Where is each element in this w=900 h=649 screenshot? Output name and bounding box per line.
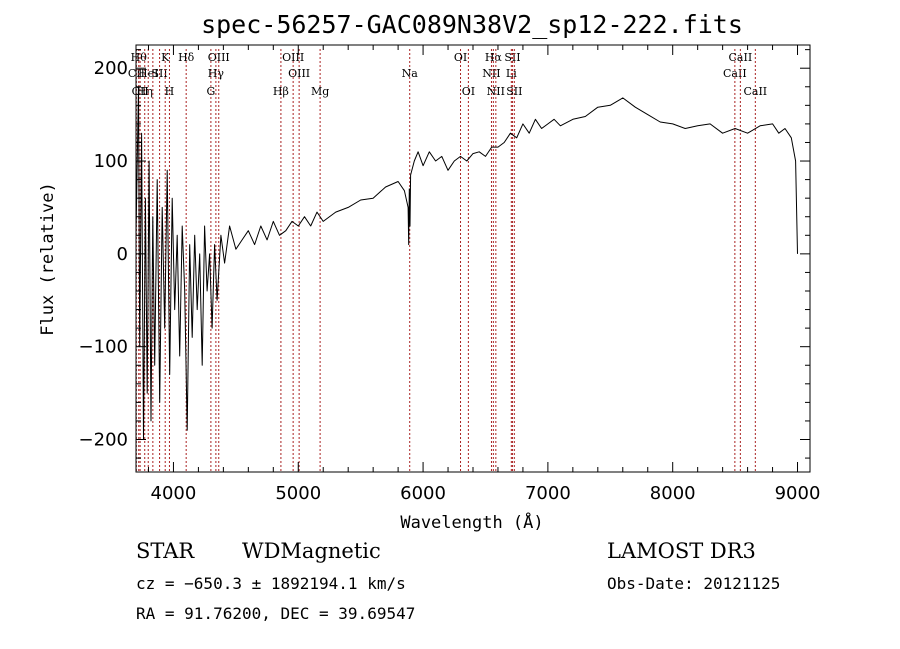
object-subclass: WDMagnetic — [242, 539, 381, 563]
x-tick-label: 5000 — [275, 483, 321, 504]
spectral-line-label: Hβ — [273, 85, 289, 98]
spectral-line-label: SII — [504, 51, 520, 64]
redshift-readout: cz = −650.3 ± 1892194.1 km/s — [136, 574, 406, 593]
flux-series — [135, 86, 798, 440]
x-tick-label: 8000 — [650, 483, 696, 504]
spectral-line-label: K — [161, 51, 170, 64]
spectral-line-label: OI — [462, 85, 475, 98]
spectral-line-label: CaII — [743, 85, 767, 98]
x-tick-label: 6000 — [400, 483, 446, 504]
spectral-line-label: OIII — [288, 67, 310, 80]
y-tick-label: −200 — [79, 430, 128, 451]
survey-name: LAMOST DR3 — [607, 539, 756, 563]
spectral-line-label: NII — [482, 67, 500, 80]
spectral-line-label: Hη — [137, 85, 153, 98]
y-tick-label: 200 — [94, 58, 128, 79]
coordinates-readout: RA = 91.76200, DEC = 39.69547 — [136, 604, 415, 623]
spectral-line-label: CaII — [729, 51, 753, 64]
y-tick-label: −100 — [79, 337, 128, 358]
spectral-line-label: G — [206, 85, 215, 98]
axis-ticks: 4000 5000 6000 7000 8000 9000 −200 −100 0 100 200 — [79, 45, 821, 504]
spectral-line-label: NII — [487, 85, 505, 98]
object-class: STAR — [136, 539, 195, 563]
x-tick-label: 9000 — [775, 483, 821, 504]
x-axis-label: Wavelength (Å) — [400, 511, 543, 533]
spectral-line-label: Mg — [311, 85, 329, 98]
y-tick-label: 100 — [94, 151, 128, 172]
spectral-line-label: CaII — [723, 67, 747, 80]
spectral-line-label: SII — [151, 67, 167, 80]
chart-title: spec-56257-GAC089N38V2_sp12-222.fits — [201, 10, 743, 39]
spectral-line-label: Na — [402, 67, 419, 80]
spectral-line-markers: CIIHθCIIHηHeISIIKHHδGHγOIIIHβOIIIOIIIMgN… — [128, 49, 767, 472]
plot-frame — [135, 44, 811, 473]
flux-line — [135, 86, 798, 440]
y-axis-label: Flux (relative) — [38, 182, 58, 336]
observation-date: Obs-Date: 20121125 — [607, 574, 780, 593]
x-tick-label: 7000 — [525, 483, 571, 504]
spectral-line-label: Hα — [485, 51, 503, 64]
y-tick-label: 0 — [117, 244, 128, 265]
spectral-line-label: Hθ — [131, 51, 148, 64]
x-tick-label: 4000 — [151, 483, 197, 504]
spectral-line-label: OIII — [282, 51, 304, 64]
spectral-line-label: H — [165, 85, 175, 98]
spectral-line-label: SII — [506, 85, 522, 98]
spectral-line-label: Hδ — [178, 51, 195, 64]
spectral-line-label: OI — [454, 51, 467, 64]
spectral-line-label: OIII — [208, 51, 230, 64]
spectral-line-label: Hγ — [208, 67, 225, 80]
spectral-line-label: Li — [506, 67, 517, 80]
